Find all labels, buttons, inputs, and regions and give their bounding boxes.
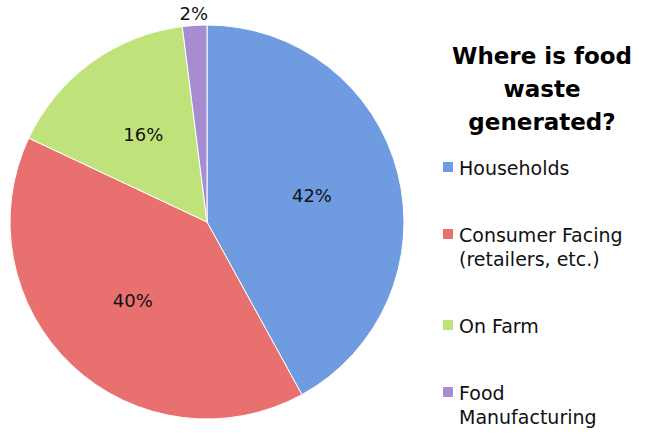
legend-swatch bbox=[443, 320, 453, 330]
pie bbox=[10, 25, 404, 419]
title: Where is foodwastegenerated? bbox=[452, 43, 632, 135]
legend: Households Consumer Facing(retailers, etc… bbox=[443, 157, 623, 428]
legend-swatch bbox=[443, 229, 453, 239]
pie-slice bbox=[182, 25, 207, 222]
data-label: 2% bbox=[180, 3, 209, 24]
legend-label: FoodManufacturing bbox=[459, 382, 597, 428]
chart-container: 42% 40% 16% 2% Where is foodwastegenerated? H… bbox=[0, 0, 650, 436]
data-label: 40% bbox=[113, 290, 153, 311]
legend-label: Consumer Facing(retailers, etc.) bbox=[459, 224, 623, 270]
legend-swatch bbox=[443, 162, 453, 172]
data-label: 16% bbox=[123, 124, 163, 145]
background bbox=[0, 0, 650, 436]
chart-svg: 42% 40% 16% 2% Where is foodwastegenerated? H… bbox=[0, 0, 650, 436]
data-label: 42% bbox=[292, 185, 332, 206]
legend-label: On Farm bbox=[459, 315, 539, 337]
legend-label: Households bbox=[459, 157, 569, 179]
legend-swatch bbox=[443, 387, 453, 397]
data-labels: 42% 40% 16% 2% bbox=[113, 3, 332, 312]
pie-slice bbox=[29, 27, 207, 222]
